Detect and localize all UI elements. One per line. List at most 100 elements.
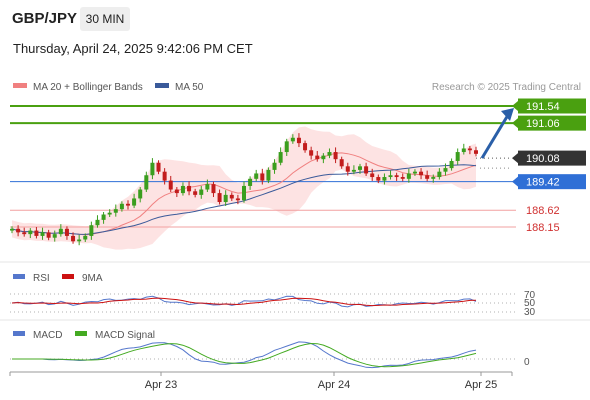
candle bbox=[71, 232, 76, 244]
legend-item-macd: MACD bbox=[33, 330, 62, 341]
candle bbox=[303, 140, 308, 153]
candle bbox=[419, 168, 424, 180]
level-label-189.42: 189.42 bbox=[526, 177, 560, 189]
legend-item-rsi: RSI bbox=[33, 273, 50, 284]
candle bbox=[351, 165, 356, 175]
candle bbox=[16, 225, 21, 237]
candle bbox=[132, 193, 137, 209]
legend-swatch-macd bbox=[13, 331, 25, 336]
x-axis-label-apr24: Apr 24 bbox=[318, 379, 350, 391]
candle bbox=[254, 169, 259, 182]
candle bbox=[223, 190, 228, 206]
candle bbox=[64, 226, 69, 240]
candle bbox=[119, 201, 124, 212]
forecast-arrow-head bbox=[501, 108, 514, 121]
chart-datetime: Thursday, April 24, 2025 9:42:06 PM CET bbox=[13, 41, 253, 56]
candle bbox=[260, 168, 265, 185]
level-box-189.42 bbox=[518, 174, 586, 190]
candle bbox=[370, 168, 375, 181]
rsi-level-70: 70 bbox=[524, 290, 536, 301]
candle bbox=[168, 175, 173, 193]
candle bbox=[22, 227, 27, 237]
candle bbox=[235, 194, 240, 205]
x-axis-label-apr23: Apr 23 bbox=[145, 379, 177, 391]
candle bbox=[101, 212, 106, 224]
candle bbox=[339, 156, 344, 169]
candle bbox=[437, 168, 442, 180]
legend-swatch-rsi bbox=[13, 274, 25, 279]
candle bbox=[156, 160, 161, 175]
candle bbox=[126, 200, 130, 210]
macd-zero-label: 0 bbox=[524, 357, 530, 368]
legend-swatch-bollinger bbox=[13, 83, 27, 88]
candle bbox=[89, 221, 94, 240]
candle bbox=[388, 170, 393, 180]
candle bbox=[162, 168, 167, 185]
rsi-level-30: 30 bbox=[524, 307, 536, 318]
legend-item-ma50: MA 50 bbox=[175, 82, 204, 93]
instrument-title: GBP/JPY bbox=[12, 10, 78, 27]
candle bbox=[284, 138, 289, 156]
candle bbox=[180, 182, 185, 196]
candle bbox=[193, 188, 198, 198]
candle bbox=[406, 168, 411, 183]
legend-swatch-9ma bbox=[62, 274, 74, 279]
x-axis-label-apr25: Apr 25 bbox=[465, 379, 497, 391]
legend-item-macd-signal: MACD Signal bbox=[95, 330, 155, 341]
candle bbox=[455, 148, 460, 165]
candle bbox=[321, 153, 326, 164]
candle bbox=[443, 163, 448, 176]
candle bbox=[400, 173, 405, 182]
candle bbox=[138, 187, 143, 203]
legend-swatch-macd-signal bbox=[75, 331, 87, 336]
candle bbox=[150, 158, 155, 180]
candlesticks bbox=[10, 133, 478, 246]
candle bbox=[229, 192, 234, 201]
candle bbox=[95, 215, 100, 228]
candle bbox=[40, 227, 45, 240]
level-label-191.06: 191.06 bbox=[526, 118, 560, 130]
candle bbox=[174, 187, 179, 198]
candle bbox=[461, 143, 466, 155]
candle bbox=[474, 146, 478, 157]
candle bbox=[376, 174, 381, 184]
candle bbox=[52, 230, 57, 242]
forecast-arrow bbox=[480, 108, 514, 169]
candle bbox=[187, 181, 192, 196]
candle bbox=[83, 233, 88, 242]
interval-button[interactable]: 30 MIN bbox=[80, 7, 130, 31]
level-label-190.08: 190.08 bbox=[526, 153, 560, 165]
candle bbox=[449, 158, 454, 171]
candle bbox=[315, 150, 320, 162]
candle bbox=[364, 162, 369, 176]
candle bbox=[242, 181, 246, 203]
candle bbox=[205, 179, 210, 193]
rsi-line bbox=[11, 295, 477, 308]
candle bbox=[77, 234, 82, 246]
candle bbox=[58, 224, 63, 237]
candle bbox=[333, 147, 338, 164]
candle bbox=[248, 176, 253, 190]
candle bbox=[412, 169, 417, 176]
rsi-9ma-line bbox=[11, 297, 477, 307]
candle bbox=[358, 163, 362, 174]
candle bbox=[211, 181, 216, 198]
candle bbox=[394, 172, 399, 181]
candle bbox=[28, 228, 33, 239]
legend-item-bollinger: MA 20 + Bollinger Bands bbox=[33, 82, 143, 93]
candle bbox=[431, 174, 436, 183]
rsi-panel bbox=[10, 293, 516, 313]
candle bbox=[296, 133, 301, 148]
research-credit: Research © 2025 Trading Central bbox=[432, 82, 581, 93]
level-label-188.15: 188.15 bbox=[526, 222, 560, 234]
candle bbox=[327, 148, 332, 159]
candle bbox=[144, 171, 149, 193]
candle bbox=[309, 146, 314, 160]
forecast-arrow-line bbox=[480, 114, 510, 159]
level-label-191.54: 191.54 bbox=[526, 101, 560, 113]
price-levels bbox=[10, 105, 516, 228]
level-box-191.06 bbox=[518, 115, 586, 131]
candle bbox=[46, 229, 51, 241]
level-label-188.62: 188.62 bbox=[526, 205, 560, 217]
